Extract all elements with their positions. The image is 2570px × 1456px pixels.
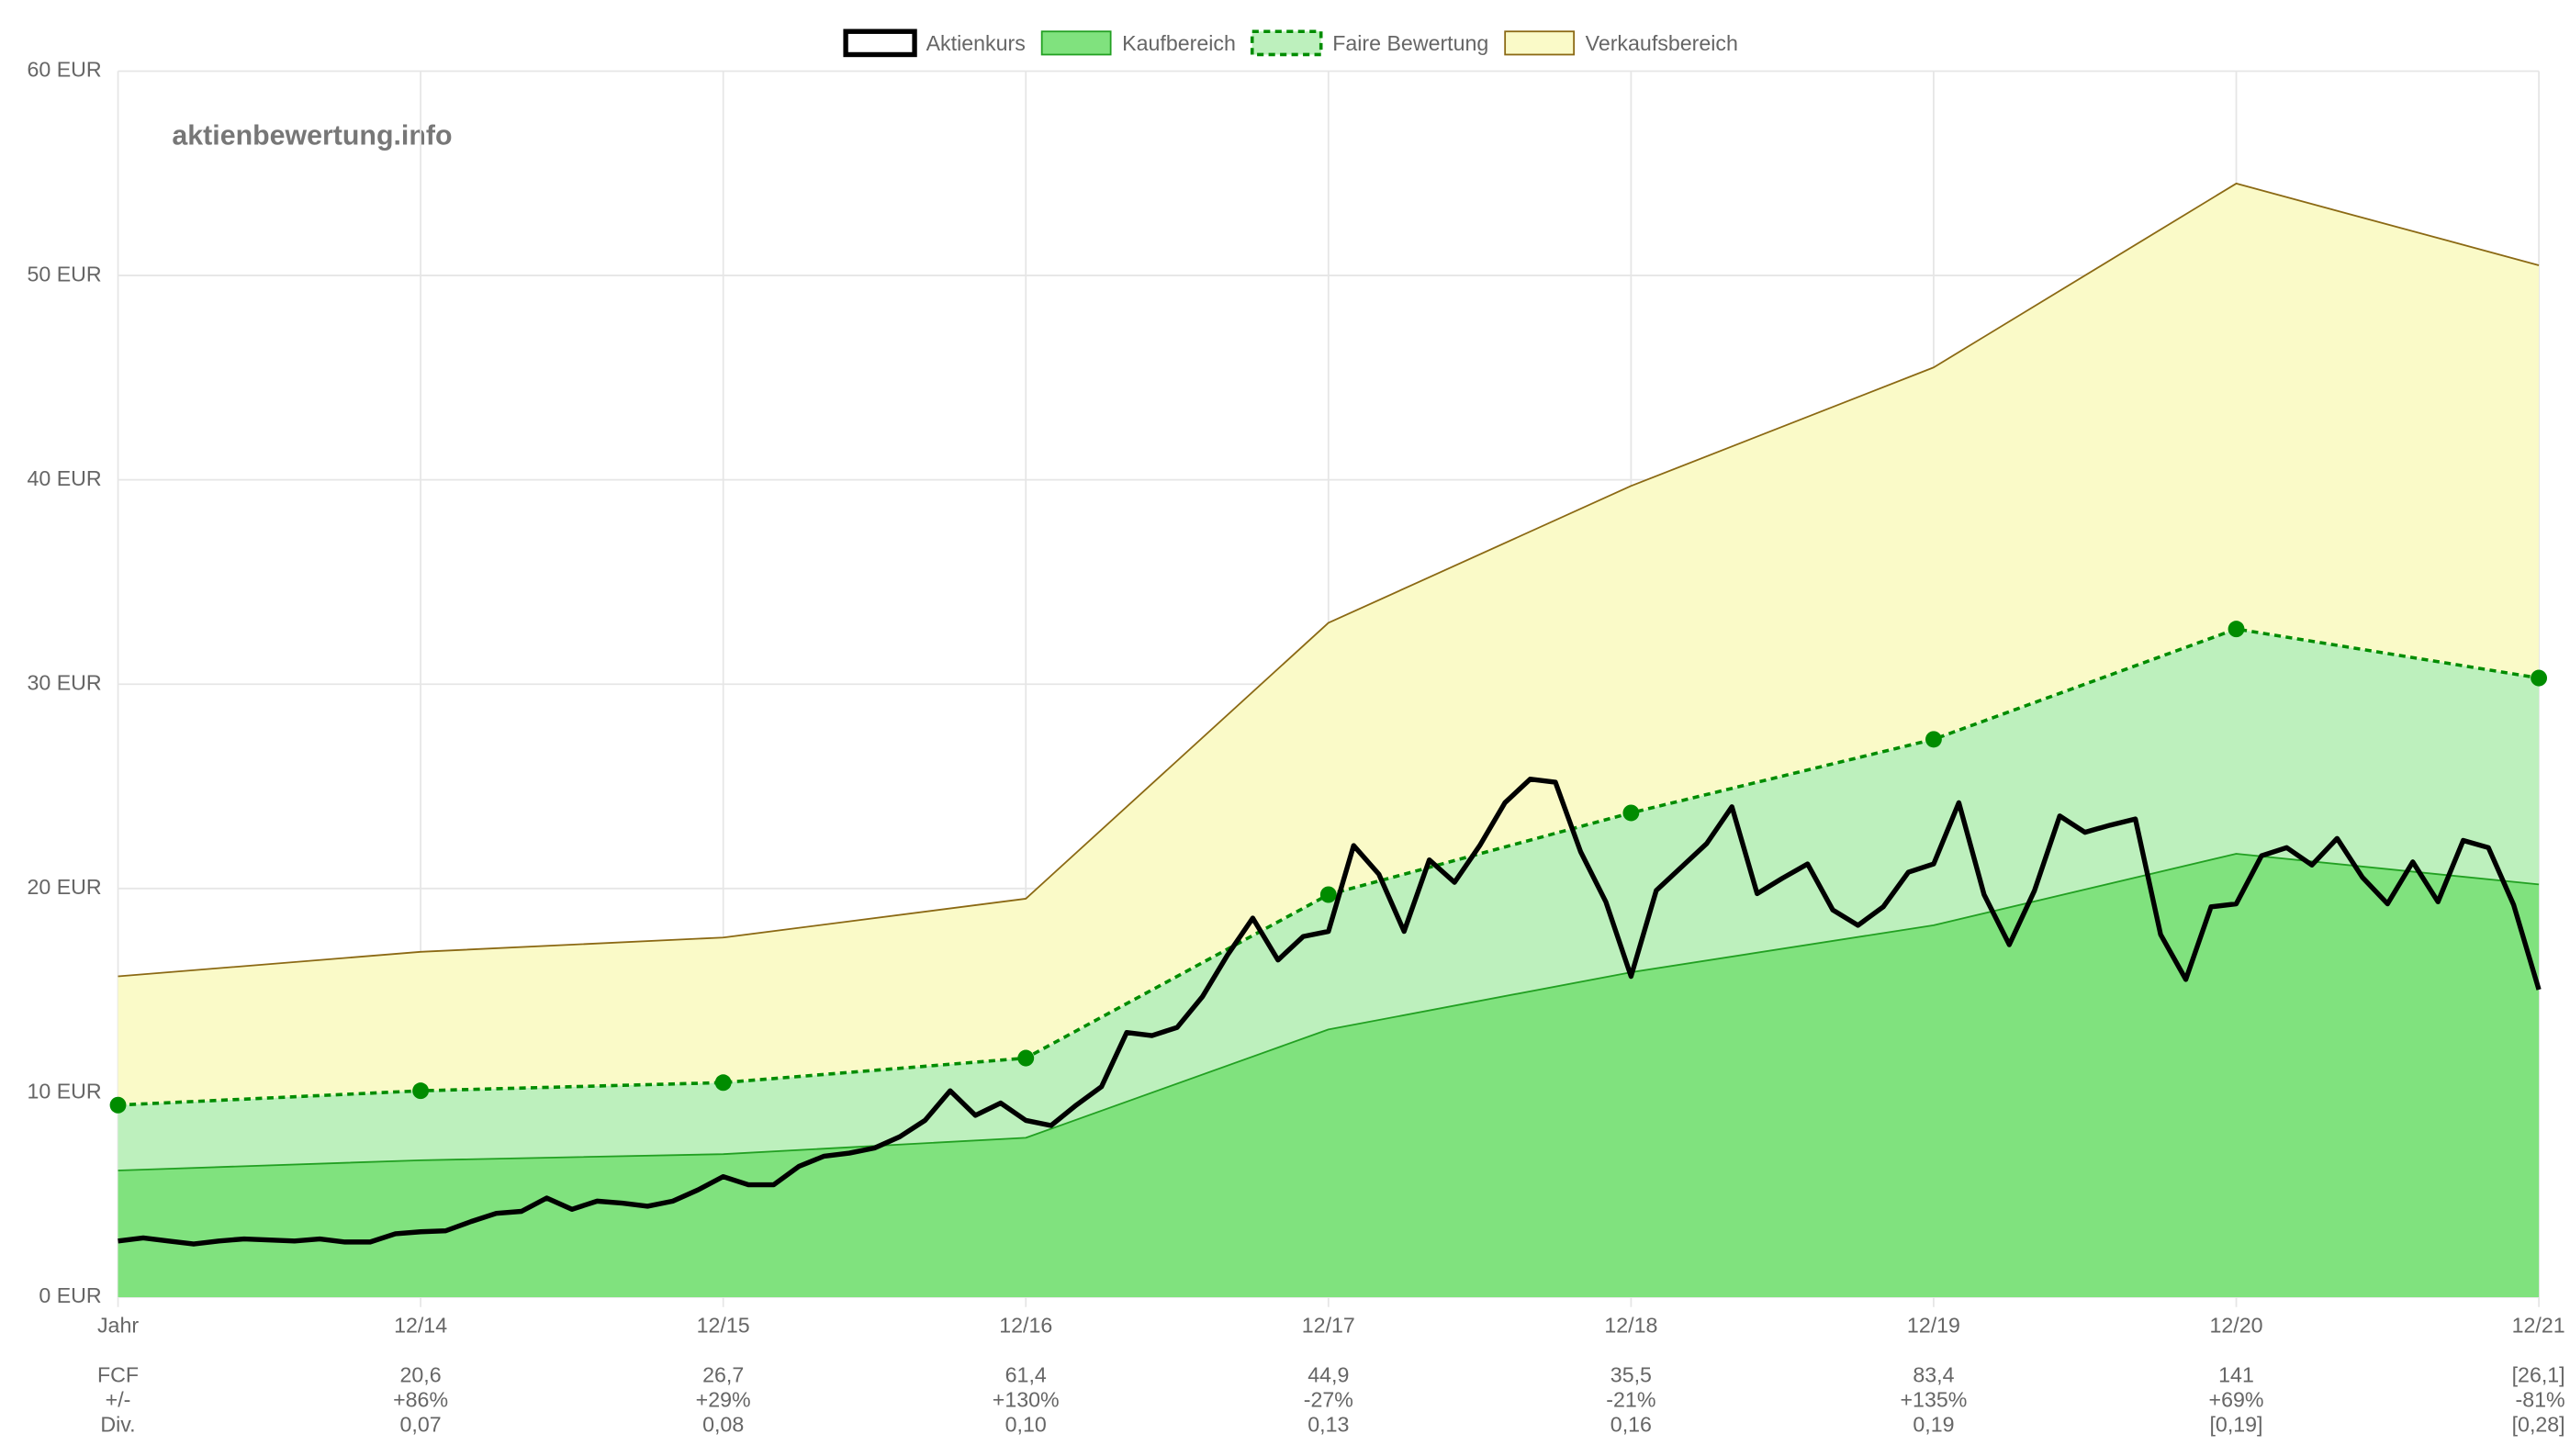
legend-swatch <box>1250 29 1323 57</box>
legend-swatch <box>1504 30 1576 56</box>
table-row-label: Div. <box>100 1413 135 1437</box>
table-cell: 0,13 <box>1307 1413 1349 1437</box>
lines <box>109 183 2548 1247</box>
table-cell: 0,08 <box>702 1413 744 1437</box>
y-tick-label: 20 EUR <box>27 875 101 899</box>
legend-item: Verkaufsbereich <box>1504 30 1738 56</box>
watermark: aktienbewertung.info <box>172 120 452 151</box>
legend-swatch <box>843 28 917 58</box>
y-tick-label: 30 EUR <box>27 670 101 694</box>
series-line <box>118 777 2542 1247</box>
table-cell: 0,16 <box>1610 1413 1652 1437</box>
table-cell: +69% <box>2209 1388 2264 1412</box>
x-tick-label: 12/18 <box>1604 1314 1657 1338</box>
table-cell: [0,28] <box>2512 1413 2565 1437</box>
y-tick-label: 40 EUR <box>27 466 101 490</box>
legend-item: Aktienkurs <box>843 28 1026 58</box>
legend-swatch <box>1040 30 1112 56</box>
table-cell: 26,7 <box>702 1363 744 1387</box>
data-point <box>109 1096 127 1114</box>
table-row-label: +/- <box>106 1388 131 1412</box>
table-cell: +86% <box>393 1388 448 1412</box>
x-tick-label: 12/17 <box>1302 1314 1355 1338</box>
x-tick-label: 12/20 <box>2209 1314 2262 1338</box>
x-tick-label: 12/15 <box>697 1314 750 1338</box>
table-cell: 141 <box>2218 1363 2254 1387</box>
x-tick-label: Jahr <box>97 1314 139 1338</box>
data-point <box>1319 886 1337 903</box>
table-cell: 0,10 <box>1005 1413 1047 1437</box>
y-tick-label: 60 EUR <box>27 58 101 82</box>
table-cell: +130% <box>993 1388 1060 1412</box>
table-cell: 35,5 <box>1610 1363 1652 1387</box>
x-tick-label: 12/14 <box>394 1314 447 1338</box>
x-tick-label: 12/19 <box>1907 1314 1960 1338</box>
table-cell: 44,9 <box>1307 1363 1349 1387</box>
data-point <box>1017 1049 1035 1067</box>
table-cell: +135% <box>1901 1388 1968 1412</box>
x-tick-label: 12/21 <box>2512 1314 2565 1338</box>
data-point <box>2228 621 2245 638</box>
data-point <box>1622 804 1640 822</box>
data-point <box>2531 669 2548 687</box>
table-cell: -21% <box>1606 1388 1655 1412</box>
data-point <box>1925 731 1942 748</box>
table-cell: 20,6 <box>400 1363 442 1387</box>
table-cell: -81% <box>2516 1388 2565 1412</box>
legend-label: Kaufbereich <box>1122 31 1236 55</box>
table-cell: 83,4 <box>1913 1363 1954 1387</box>
series-line <box>118 853 2540 1171</box>
series-line <box>118 183 2540 978</box>
data-point <box>412 1082 430 1100</box>
table-cell: [26,1] <box>2512 1363 2565 1387</box>
legend-label: Faire Bewertung <box>1332 31 1488 55</box>
legend-item: Kaufbereich <box>1040 30 1236 56</box>
data-point <box>714 1074 732 1092</box>
legend-item: Faire Bewertung <box>1250 29 1488 57</box>
x-tick-label: 12/16 <box>999 1314 1052 1338</box>
legend-label: Aktienkurs <box>926 31 1026 55</box>
table-cell: 0,19 <box>1913 1413 1954 1437</box>
area <box>118 183 2540 1105</box>
table-cell: 0,07 <box>400 1413 442 1437</box>
y-tick-label: 10 EUR <box>27 1079 101 1103</box>
table-cell: 61,4 <box>1005 1363 1047 1387</box>
table-cell: +29% <box>696 1388 751 1412</box>
y-tick-label: 50 EUR <box>27 262 101 286</box>
table-cell: [0,19] <box>2210 1413 2263 1437</box>
area <box>118 853 2540 1297</box>
table-cell: -27% <box>1304 1388 1353 1412</box>
legend-label: Verkaufsbereich <box>1586 31 1738 55</box>
table-row-label: FCF <box>97 1363 139 1387</box>
y-tick-label: 0 EUR <box>39 1283 101 1307</box>
